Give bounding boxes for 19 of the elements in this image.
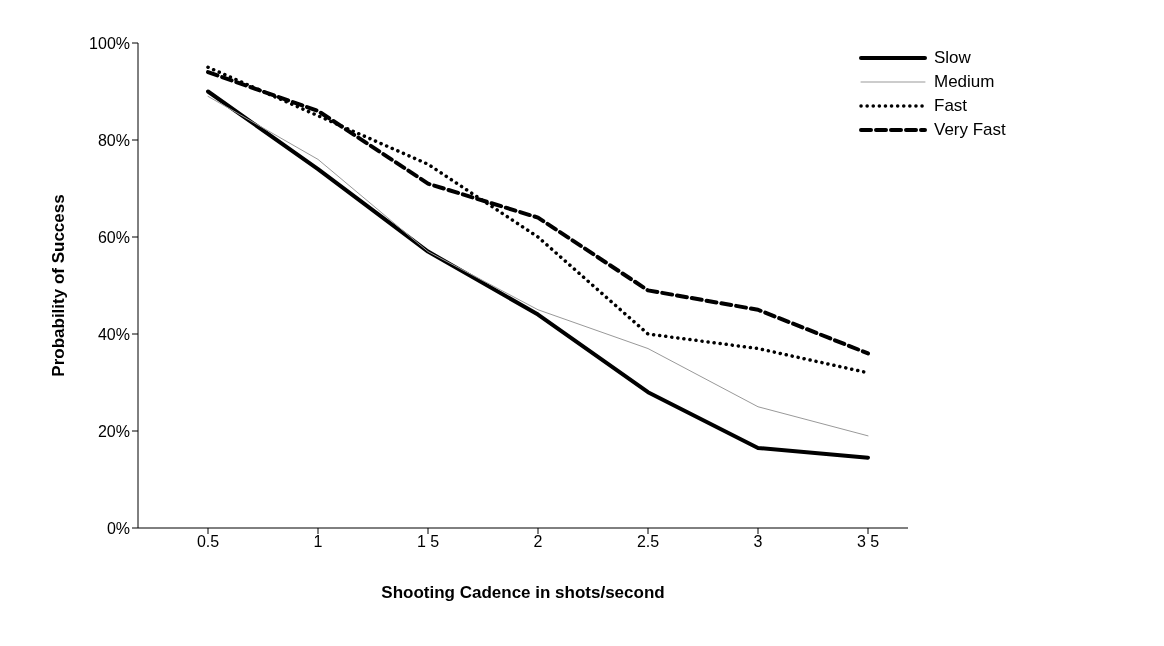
- x-tick-label: 1 5: [416, 533, 440, 551]
- y-tick-label: 20%: [97, 422, 130, 440]
- legend-label: Fast: [934, 96, 968, 116]
- x-tick-label: 1: [313, 533, 323, 551]
- y-tick-label: 100%: [89, 34, 130, 52]
- x-tick-label: 2.5: [636, 533, 660, 551]
- x-tick-label: 3: [753, 533, 763, 551]
- legend-label: Medium: [934, 72, 995, 92]
- y-tick-label: 0%: [106, 519, 130, 537]
- x-tick-label: 2: [533, 533, 543, 551]
- y-axis-title: Probability of Success: [49, 194, 69, 377]
- y-tick-label: 80%: [97, 131, 130, 149]
- x-axis-title: Shooting Cadence in shots/second: [381, 583, 665, 602]
- legend-label: Very Fast: [934, 120, 1006, 140]
- legend-label: Slow: [934, 48, 971, 68]
- y-tick-label: 60%: [97, 228, 130, 246]
- y-tick-label: 40%: [97, 325, 130, 343]
- x-tick-label: 3 5: [856, 533, 880, 551]
- x-tick-label: 0.5: [196, 533, 220, 551]
